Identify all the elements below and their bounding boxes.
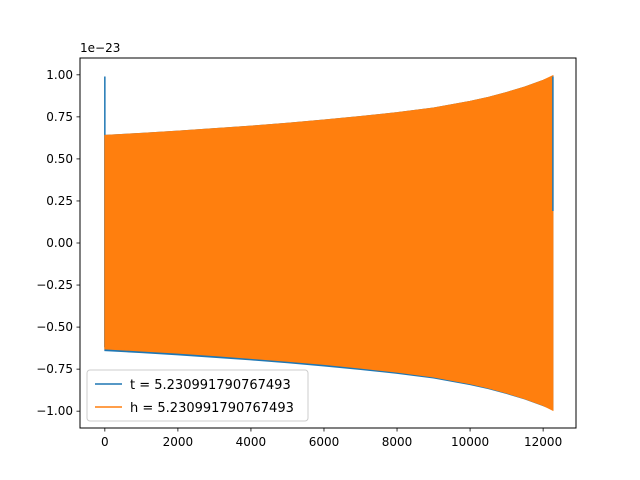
y-tick-label: 0.25	[46, 194, 73, 208]
y-tick-label: 0.75	[46, 110, 73, 124]
x-tick-label: 2000	[163, 435, 194, 449]
legend-label-t: t = 5.230991790767493	[130, 378, 291, 393]
y-tick-label: 1.00	[46, 68, 73, 82]
y-tick-label: −0.50	[36, 320, 73, 334]
x-tick-label: 0	[101, 435, 109, 449]
legend: t = 5.230991790767493 h = 5.230991790767…	[86, 369, 309, 422]
x-tick-label: 12000	[524, 435, 562, 449]
x-tick-label: 8000	[382, 435, 413, 449]
y-tick-label: 0.00	[46, 236, 73, 250]
y-offset-label: 1e−23	[80, 41, 120, 55]
y-tick-label: −0.25	[36, 278, 73, 292]
legend-box	[86, 369, 309, 422]
y-tick-label: −0.75	[36, 362, 73, 376]
x-tick-label: 10000	[451, 435, 489, 449]
legend-label-h: h = 5.230991790767493	[130, 401, 294, 416]
series-layer	[104, 74, 554, 412]
y-axis: −1.00 −0.75 −0.50 −0.25 0.00 0.25 0.50 0.75 1.00	[36, 68, 80, 418]
y-tick-label: −1.00	[36, 404, 73, 418]
x-axis: 0 2000 4000 6000 8000 10000 12000	[101, 428, 562, 449]
y-tick-label: 0.50	[46, 152, 73, 166]
x-tick-label: 4000	[236, 435, 267, 449]
series-h-envelope	[104, 74, 554, 412]
x-tick-label: 6000	[309, 435, 340, 449]
